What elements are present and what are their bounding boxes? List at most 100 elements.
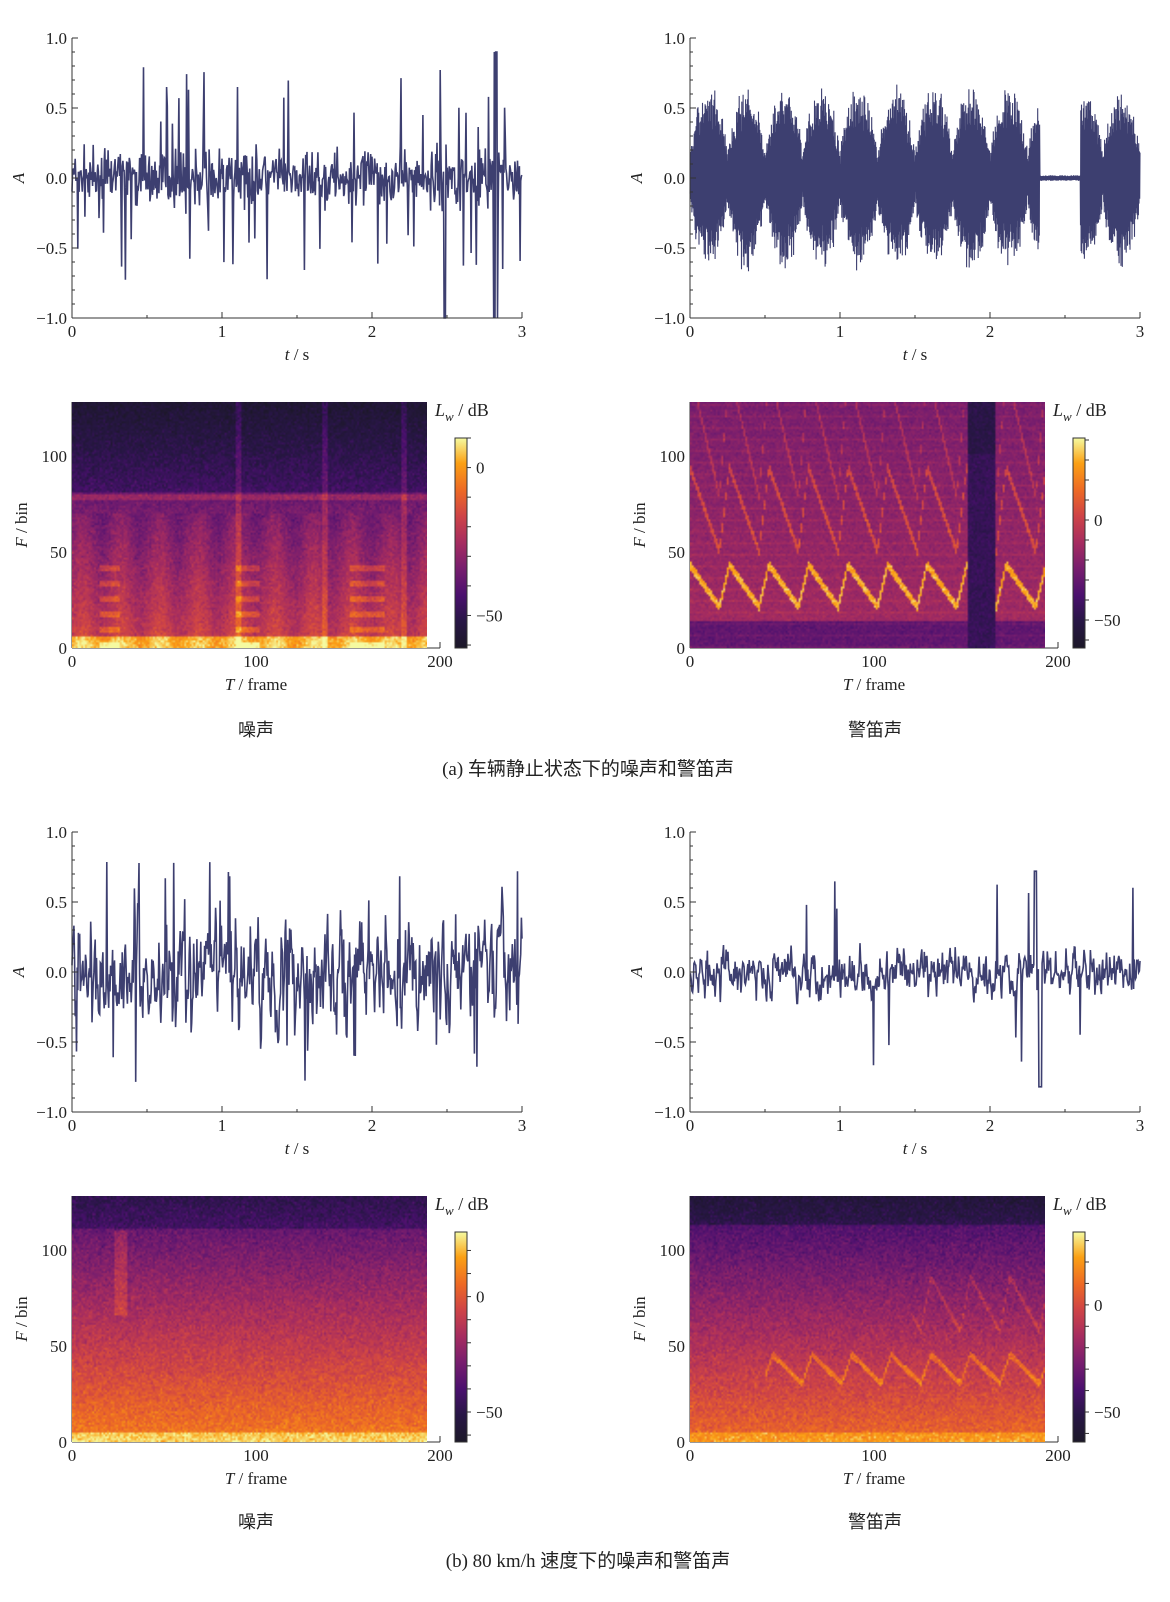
y-tick-label: 0.0 (46, 963, 67, 982)
y-var: F (12, 1331, 31, 1343)
colorbar-tick-label: −50 (1094, 611, 1121, 630)
x-tick-label: 2 (368, 1116, 377, 1135)
y-axis-label: F / bin (12, 1296, 31, 1343)
a_noise_wave-chart: t / s (71, 37, 523, 364)
y-tick-label: 0.5 (664, 893, 685, 912)
y-var: F (630, 537, 649, 549)
b_noise_spec-heatmap (72, 1196, 427, 1442)
x-unit: / frame (234, 1469, 287, 1488)
colorbar-label: Lw / dB (1052, 400, 1107, 424)
x-tick-label: 0 (68, 652, 77, 671)
cbar-var: L (1052, 400, 1063, 420)
y-tick-label: −1.0 (36, 309, 67, 328)
x-tick-label: 200 (427, 652, 453, 671)
x-var: t (285, 1139, 291, 1158)
x-tick-label: 0 (686, 652, 695, 671)
x-tick-label: 2 (986, 1116, 995, 1135)
cbar-var: L (434, 400, 445, 420)
x-tick-label: 3 (518, 322, 527, 341)
colorbar-tick-label: 0 (476, 459, 485, 478)
x-var: t (903, 1139, 909, 1158)
caption-a: (a) 车辆静止状态下的噪声和警笛声 (442, 759, 734, 780)
x-tick-label: 1 (836, 1116, 845, 1135)
x-tick-label: 1 (836, 322, 845, 341)
y-tick-label: 100 (660, 1241, 686, 1260)
waveform-line (71, 861, 523, 1082)
x-axis-label: T / frame (225, 675, 287, 694)
x-unit: / s (289, 1139, 309, 1158)
colorbar (454, 437, 468, 649)
b_noise_wave-chart: t / s (71, 831, 523, 1158)
y-tick-label: 1.0 (46, 823, 67, 842)
x-axis-label: t / s (903, 1139, 928, 1158)
cbar-unit: / dB (454, 1194, 489, 1214)
y-unit: / bin (12, 1296, 31, 1331)
x-tick-label: 3 (1136, 1116, 1145, 1135)
x-var: T (225, 1469, 236, 1488)
cbar-unit: / dB (1072, 400, 1107, 420)
x-var: T (843, 675, 854, 694)
y-tick-label: 50 (668, 1337, 685, 1356)
x-tick-label: 100 (243, 652, 269, 671)
x-tick-label: 2 (368, 322, 377, 341)
x-unit: / frame (852, 1469, 905, 1488)
y-tick-label: −0.5 (36, 1033, 67, 1052)
y-tick-label: 0.0 (46, 169, 67, 188)
y-axis-label: F / bin (12, 502, 31, 549)
y-axis-label: A (9, 966, 28, 978)
waveform-line (689, 870, 1141, 1088)
colorbar-tick-label: 0 (1094, 1296, 1103, 1315)
x-axis-label: t / s (903, 345, 928, 364)
y-tick-label: −0.5 (654, 239, 685, 258)
cbar-unit: / dB (1072, 1194, 1107, 1214)
x-var: T (843, 1469, 854, 1488)
cbar-sub: w (445, 409, 454, 424)
x-tick-label: 0 (68, 1116, 77, 1135)
caption-b: (b) 80 km/h 速度下的噪声和警笛声 (445, 1551, 731, 1572)
x-unit: / s (907, 1139, 927, 1158)
colorbar-tick-label: 0 (476, 1288, 485, 1307)
y-tick-label: 1.0 (664, 823, 685, 842)
colorbar-tick-label: −50 (1094, 1403, 1121, 1422)
colorbar-tick-label: 0 (1094, 511, 1103, 530)
x-tick-label: 100 (243, 1446, 269, 1465)
colorbar-label: Lw / dB (434, 400, 489, 424)
y-tick-label: −0.5 (36, 239, 67, 258)
x-axis-label: T / frame (843, 1469, 905, 1488)
y-unit: / bin (630, 1296, 649, 1331)
x-axis-label: T / frame (843, 675, 905, 694)
colorbar (1072, 1231, 1086, 1443)
x-tick-label: 0 (68, 1446, 77, 1465)
x-tick-label: 0 (686, 322, 695, 341)
y-tick-label: 100 (42, 1241, 68, 1260)
b_siren_spec-chart: F / bin T / frame Lw / dB (630, 1194, 1107, 1488)
cbar-sub: w (445, 1203, 454, 1218)
x-tick-label: 2 (986, 322, 995, 341)
y-tick-label: 100 (660, 447, 686, 466)
x-axis-label: t / s (285, 345, 310, 364)
y-tick-label: 50 (50, 1337, 67, 1356)
subcaption-noise-b: 噪声 (238, 1512, 274, 1532)
subcaption-siren-b: 警笛声 (848, 1512, 902, 1532)
x-var: t (903, 345, 909, 364)
x-unit: / s (907, 345, 927, 364)
y-tick-label: 50 (50, 543, 67, 562)
x-var: T (225, 675, 236, 694)
x-tick-label: 3 (1136, 322, 1145, 341)
cbar-sub: w (1063, 409, 1072, 424)
y-tick-label: 0 (59, 639, 68, 658)
y-tick-label: 1.0 (664, 29, 685, 48)
x-tick-label: 200 (427, 1446, 453, 1465)
colorbar-label: Lw / dB (1052, 1194, 1107, 1218)
x-var: t (285, 345, 291, 364)
x-tick-label: 200 (1045, 1446, 1071, 1465)
y-axis-label: A (9, 172, 28, 184)
subcaption-noise-a: 噪声 (238, 720, 274, 740)
y-tick-label: −1.0 (36, 1103, 67, 1122)
x-axis-label: t / s (285, 1139, 310, 1158)
colorbar (1072, 437, 1086, 649)
subcaption-siren-a: 警笛声 (848, 720, 902, 740)
y-axis-label: F / bin (630, 502, 649, 549)
y-tick-label: 0.5 (46, 893, 67, 912)
y-tick-label: 0.0 (664, 963, 685, 982)
